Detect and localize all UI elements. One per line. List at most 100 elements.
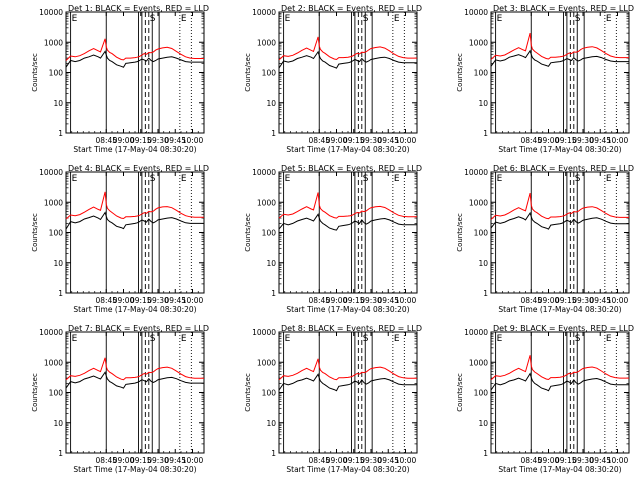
x-tick-label: 09:45 xyxy=(164,456,186,465)
y-tick-label: 10 xyxy=(53,419,63,428)
time-marker-label: E xyxy=(285,334,291,344)
x-tick-label: 09:45 xyxy=(377,456,399,465)
time-marker-label: E xyxy=(181,174,187,184)
panel-title: Det 6: BLACK = Events, RED = LLD xyxy=(493,164,634,173)
detector-panel: Det 5: BLACK = Events, RED = LLD 1 10 100 10… xyxy=(244,164,422,314)
x-tick-label: 09:00 xyxy=(538,456,560,465)
y-tick-label: 10000 xyxy=(464,168,488,177)
x-tick-label: 09:00 xyxy=(538,296,560,305)
y-tick-label: 1 xyxy=(58,129,63,138)
plot-frame xyxy=(490,11,630,134)
series-line-lld xyxy=(278,36,417,61)
x-tick-label: 09:15 xyxy=(130,136,152,145)
time-marker-label: S xyxy=(363,174,369,184)
x-tick-label: 09:00 xyxy=(113,456,135,465)
time-marker-label: S xyxy=(150,334,156,344)
y-tick-label: 1 xyxy=(58,449,63,458)
x-tick-label: 09:15 xyxy=(343,456,365,465)
time-marker-label: E xyxy=(181,14,187,24)
x-tick-label: 09:15 xyxy=(130,456,152,465)
y-axis-label: Counts/sec xyxy=(31,373,39,412)
x-tick-label: 09:15 xyxy=(130,296,152,305)
time-marker-label: S xyxy=(575,174,581,184)
series-line-lld xyxy=(65,191,204,220)
plot-frame xyxy=(490,171,630,294)
time-marker-label: E xyxy=(394,14,400,24)
x-tick-label: 10:00 xyxy=(395,136,417,145)
series-line-events xyxy=(278,213,417,231)
x-tick-label: 08:45 xyxy=(308,296,330,305)
series-line-lld xyxy=(490,355,629,381)
time-marker-label: E xyxy=(497,14,503,24)
x-tick-label: 08:45 xyxy=(95,136,117,145)
time-marker-label: E xyxy=(606,334,612,344)
x-axis-label: Start Time (17-May-04 08:30:20) xyxy=(73,145,196,154)
x-tick-label: 09:30 xyxy=(572,136,594,145)
x-tick-label: 09:00 xyxy=(538,136,560,145)
y-tick-label: 10000 xyxy=(464,328,488,337)
y-tick-label: 100 xyxy=(49,69,64,78)
y-tick-label: 10000 xyxy=(252,168,276,177)
y-tick-label: 1 xyxy=(483,289,488,298)
x-tick-label: 08:45 xyxy=(308,456,330,465)
panel-title: Det 2: BLACK = Events, RED = LLD xyxy=(281,4,422,13)
x-axis-label: Start Time (17-May-04 08:30:20) xyxy=(286,305,409,314)
x-tick-label: 09:30 xyxy=(360,296,382,305)
y-tick-label: 100 xyxy=(49,229,64,238)
x-tick-label: 08:45 xyxy=(520,456,542,465)
time-marker-label: S xyxy=(575,334,581,344)
time-marker-label: E xyxy=(72,14,78,24)
x-tick-label: 08:45 xyxy=(95,296,117,305)
time-marker-label: S xyxy=(575,14,581,24)
x-tick-label: 09:15 xyxy=(343,296,365,305)
series-line-lld xyxy=(278,358,417,381)
x-tick-label: 09:15 xyxy=(555,456,577,465)
y-tick-label: 10000 xyxy=(252,8,276,17)
y-tick-label: 1000 xyxy=(257,38,276,47)
y-tick-label: 100 xyxy=(474,229,489,238)
panel-title: Det 9: BLACK = Events, RED = LLD xyxy=(493,324,634,333)
y-tick-label: 100 xyxy=(49,389,64,398)
x-tick-label: 09:30 xyxy=(147,296,169,305)
x-tick-label: 09:30 xyxy=(147,456,169,465)
y-tick-label: 1 xyxy=(483,129,488,138)
y-tick-label: 10 xyxy=(478,419,488,428)
series-line-events xyxy=(490,211,629,230)
detector-panel: Det 9: BLACK = Events, RED = LLD 1 10 100 10… xyxy=(456,324,634,474)
x-tick-label: 09:15 xyxy=(555,136,577,145)
series-line-events xyxy=(490,372,629,392)
detector-panel: Det 8: BLACK = Events, RED = LLD 1 10 100 10… xyxy=(244,324,422,474)
x-tick-label: 09:00 xyxy=(113,136,135,145)
time-marker-label: S xyxy=(363,334,369,344)
y-tick-label: 10 xyxy=(266,259,276,268)
x-tick-label: 09:45 xyxy=(589,296,611,305)
plot-frame xyxy=(65,11,205,134)
y-tick-label: 1 xyxy=(271,289,276,298)
x-tick-label: 09:30 xyxy=(147,136,169,145)
time-marker-label: E xyxy=(394,334,400,344)
panel-title: Det 3: BLACK = Events, RED = LLD xyxy=(493,4,634,13)
time-marker-label: E xyxy=(72,334,78,344)
detector-panel: Det 4: BLACK = Events, RED = LLD 1 10 100 10… xyxy=(31,164,209,314)
x-tick-label: 10:00 xyxy=(395,456,417,465)
x-tick-label: 09:00 xyxy=(326,456,348,465)
y-axis-label: Counts/sec xyxy=(456,53,464,92)
x-tick-label: 09:00 xyxy=(113,296,135,305)
series-line-events xyxy=(278,373,417,392)
panel-title: Det 7: BLACK = Events, RED = LLD xyxy=(68,324,209,333)
detector-panel: Det 2: BLACK = Events, RED = LLD 1 10 100 10… xyxy=(244,4,422,154)
series-line-lld xyxy=(490,192,629,220)
x-tick-label: 10:00 xyxy=(182,136,204,145)
series-line-lld xyxy=(490,32,629,60)
y-tick-label: 1 xyxy=(483,449,488,458)
y-axis-label: Counts/sec xyxy=(456,373,464,412)
x-tick-label: 09:15 xyxy=(343,136,365,145)
y-tick-label: 10 xyxy=(478,99,488,108)
series-line-events xyxy=(65,211,204,230)
x-tick-label: 10:00 xyxy=(607,456,629,465)
panel-title: Det 5: BLACK = Events, RED = LLD xyxy=(281,164,422,173)
y-tick-label: 10000 xyxy=(464,8,488,17)
panel-title: Det 4: BLACK = Events, RED = LLD xyxy=(68,164,209,173)
series-line-lld xyxy=(65,357,204,381)
y-tick-label: 100 xyxy=(262,389,277,398)
